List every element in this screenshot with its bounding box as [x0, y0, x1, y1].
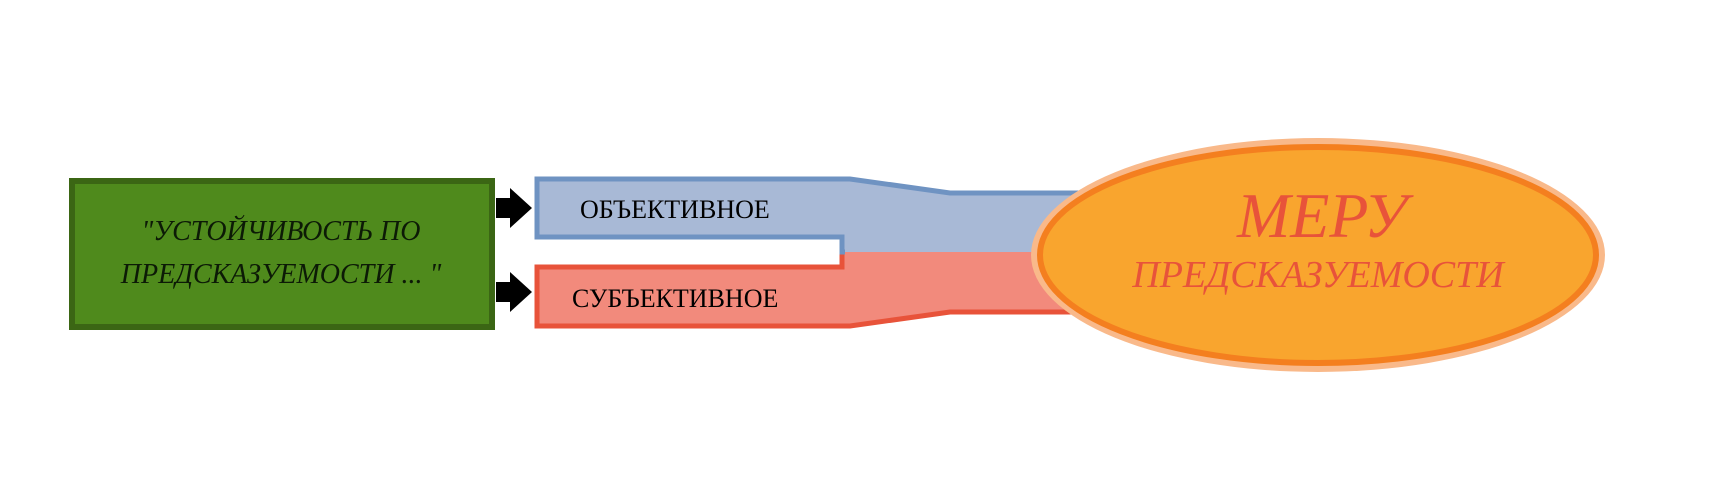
channel-seam-cover	[845, 246, 1095, 252]
objective-label: ОБЪЕКТИВНОЕ	[580, 195, 770, 224]
source-box-line2: ПРЕДСКАЗУЕМОСТИ ... "	[120, 259, 442, 290]
arrow-to-objective-icon	[496, 188, 532, 228]
subjective-label: СУБЪЕКТИВНОЕ	[572, 284, 778, 313]
target-ellipse-subtitle: ПРЕДСКАЗУЕМОСТИ	[1131, 254, 1506, 296]
channel-seam-cover-red	[845, 252, 1095, 258]
source-box-rect	[69, 178, 495, 330]
target-ellipse-shape	[1037, 144, 1599, 366]
source-box: "УСТОЙЧИВОСТЬ ПО ПРЕДСКАЗУЕМОСТИ ... "	[69, 178, 495, 330]
arrow-to-subjective-icon	[496, 272, 532, 312]
source-box-line1: "УСТОЙЧИВОСТЬ ПО	[141, 215, 420, 247]
target-ellipse-title: МЕРУ	[1236, 180, 1414, 251]
target-ellipse: МЕРУ ПРЕДСКАЗУЕМОСТИ	[1031, 138, 1605, 372]
